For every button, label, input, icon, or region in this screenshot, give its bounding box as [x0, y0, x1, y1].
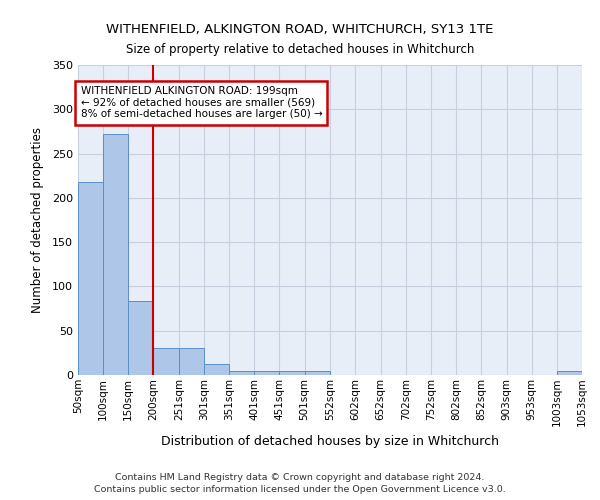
Bar [128, 300, 154, 375]
Bar [78, 182, 103, 375]
Bar [154, 348, 179, 375]
Bar [204, 364, 229, 375]
X-axis label: Distribution of detached houses by size in Whitchurch: Distribution of detached houses by size … [161, 434, 499, 448]
Bar [557, 372, 582, 375]
Y-axis label: Number of detached properties: Number of detached properties [31, 127, 44, 313]
Text: Size of property relative to detached houses in Whitchurch: Size of property relative to detached ho… [126, 42, 474, 56]
Bar [179, 348, 204, 375]
Bar [103, 134, 128, 375]
Text: Contains public sector information licensed under the Open Government Licence v3: Contains public sector information licen… [94, 485, 506, 494]
Bar [254, 372, 280, 375]
Bar [305, 372, 330, 375]
Text: WITHENFIELD, ALKINGTON ROAD, WHITCHURCH, SY13 1TE: WITHENFIELD, ALKINGTON ROAD, WHITCHURCH,… [106, 22, 494, 36]
Bar [280, 372, 305, 375]
Text: WITHENFIELD ALKINGTON ROAD: 199sqm
← 92% of detached houses are smaller (569)
8%: WITHENFIELD ALKINGTON ROAD: 199sqm ← 92%… [80, 86, 322, 120]
Bar [229, 370, 254, 375]
Text: Contains HM Land Registry data © Crown copyright and database right 2024.: Contains HM Land Registry data © Crown c… [115, 472, 485, 482]
